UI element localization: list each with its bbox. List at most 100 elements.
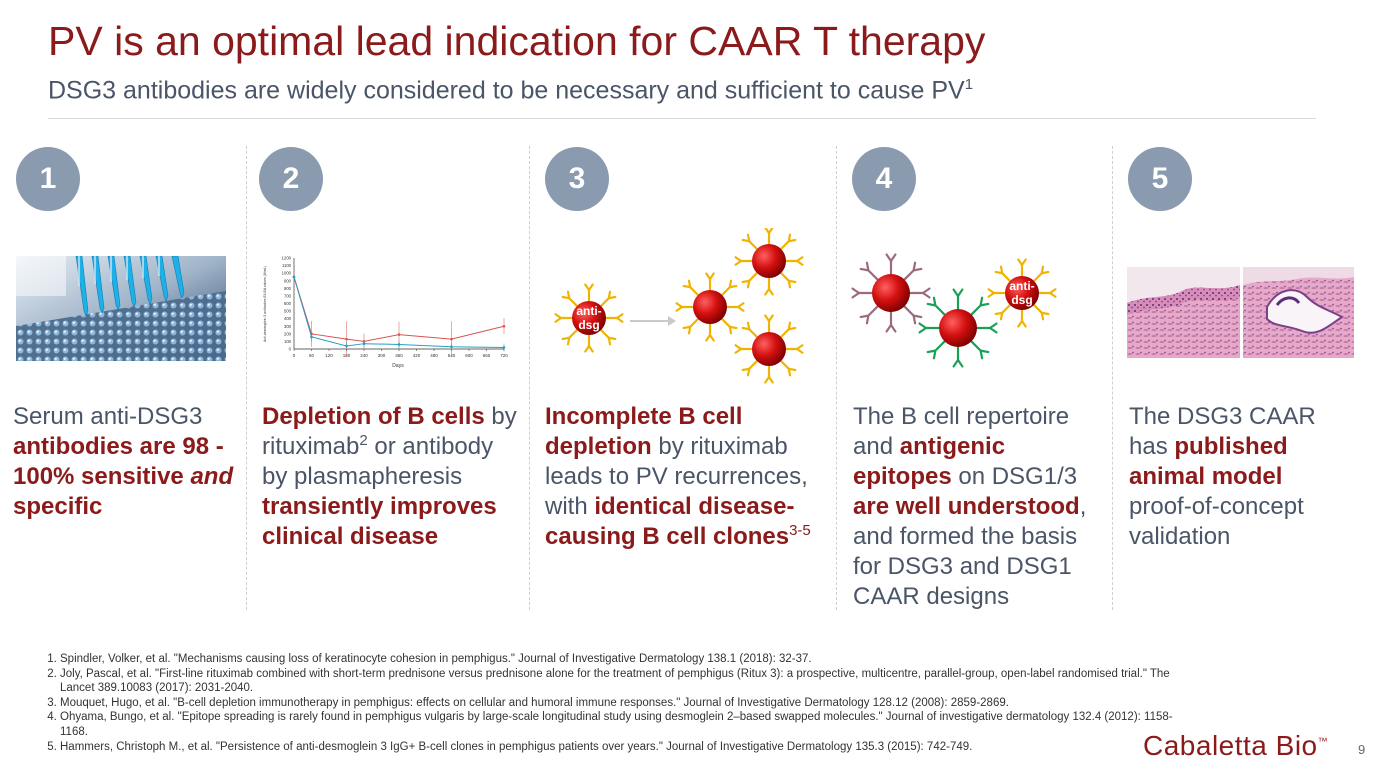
- column-4-text: The B cell repertoire and antigenic epit…: [853, 402, 1108, 612]
- arrow-head: [668, 316, 676, 326]
- col2-bold-2: transiently improves clinical disease: [262, 493, 497, 550]
- cell-label-line1: anti-: [576, 304, 601, 318]
- chart-y-tick-label: 800: [284, 286, 292, 291]
- chart-point: [397, 343, 401, 346]
- col5-bold-1: published animal model: [1129, 433, 1288, 490]
- col2-bold-1: Depletion of B cells: [262, 403, 485, 430]
- col2-footnote-ref: 2: [359, 432, 368, 449]
- b-cell-clone: [734, 314, 804, 384]
- references-list: Spindler, Volker, et al. "Mechanisms cau…: [30, 652, 1180, 754]
- step-number-2: 2: [259, 147, 323, 211]
- chart-x-tick-label: 300: [378, 353, 386, 358]
- column-1-text: Serum anti-DSG3 antibodies are 98 - 100%…: [13, 402, 238, 522]
- b-cell-clone: [675, 272, 745, 342]
- cell-label-line2: dsg: [578, 318, 599, 332]
- reference-item: Hammers, Christoph M., et al. "Persisten…: [60, 740, 1180, 755]
- chart-x-axis-label: Days: [392, 363, 404, 369]
- logo-trademark: ™: [1317, 736, 1329, 748]
- cabaletta-bio-logo: Cabaletta Bio™: [1143, 730, 1328, 762]
- col1-bold-2: specific: [13, 493, 103, 520]
- chart-x-tick-label: 720: [500, 353, 508, 358]
- logo-text: Cabaletta Bio: [1143, 730, 1318, 761]
- chart-y-tick-label: 500: [284, 309, 292, 314]
- col2-text-1: by rituximab: [262, 403, 517, 460]
- col4-text-1: The B cell repertoire and: [853, 403, 1070, 460]
- chart-point: [345, 344, 348, 348]
- column-2-text: Depletion of B cells by rituximab2 or an…: [262, 402, 524, 552]
- reference-item: Spindler, Volker, et al. "Mechanisms cau…: [60, 652, 1180, 667]
- b-cell-green-receptors: [918, 288, 998, 368]
- chart-y-tick-label: 200: [284, 331, 292, 336]
- col2-text-2: or antibody by plasmapheresis: [262, 433, 494, 490]
- reference-item: Mouquet, Hugo, et al. "B-cell depletion …: [60, 696, 1180, 711]
- header-divider: [48, 118, 1316, 119]
- chart-y-tick-label: 0: [289, 347, 292, 352]
- col4-bold-2: are well understood: [853, 493, 1080, 520]
- step-number-1: 1: [16, 147, 80, 211]
- page-number: 9: [1358, 742, 1366, 757]
- antibody-bound-b-cell: [554, 283, 624, 353]
- col4-text-3: , and formed the basis for DSG3 and DSG1…: [853, 493, 1087, 610]
- reference-item: Joly, Pascal, et al. "First-line rituxim…: [60, 667, 1180, 696]
- b-cell-clone: [734, 228, 804, 296]
- chart-y-tick-label: 900: [284, 278, 292, 283]
- page-title: PV is an optimal lead indication for CAA…: [48, 18, 986, 64]
- chart-y-axis-label: Anti-desmoglein 3 antibodies ELISA value…: [263, 266, 267, 342]
- col1-italic-1: and: [190, 463, 234, 490]
- col5-text-1: The DSG3 CAAR has: [1129, 403, 1316, 460]
- col3-footnote-ref: 3-5: [789, 522, 811, 539]
- cell-label-line2: dsg: [1011, 293, 1032, 307]
- step-number-3: 3: [545, 147, 609, 211]
- chart-y-tick-label: 1000: [282, 271, 292, 276]
- col3-text-1: by rituximab leads to PV recurrences, wi…: [545, 433, 808, 520]
- lab-pipette-plate-photo: [16, 256, 226, 361]
- chart-point: [397, 333, 401, 336]
- reference-item: Ohyama, Bungo, et al. "Epitope spreading…: [60, 710, 1180, 739]
- chart-point: [450, 345, 453, 349]
- col1-bold-1: antibodies are 98 - 100% sensitive: [13, 433, 224, 490]
- chart-x-tick-label: 0: [293, 353, 296, 358]
- column-divider: [1112, 146, 1113, 610]
- chart-point: [310, 335, 313, 339]
- chart-x-tick-label: 240: [360, 353, 368, 358]
- column-divider: [836, 146, 837, 610]
- chart-x-tick-label: 660: [483, 353, 491, 358]
- chart-point: [345, 337, 348, 341]
- chart-x-tick-label: 420: [413, 353, 421, 358]
- antibody-level-line-chart: 0100200300400500600700800900100011001200…: [263, 256, 508, 370]
- b-cell-antibody-diagram: anti- dsg: [554, 228, 804, 384]
- col3-bold-2: identical disease-causing B cell clones: [545, 493, 795, 550]
- chart-x-tick-label: 120: [325, 353, 333, 358]
- chart-point: [502, 324, 506, 328]
- subtitle-text: DSG3 antibodies are widely considered to…: [48, 76, 965, 105]
- chart-x-tick-label: 360: [395, 353, 403, 358]
- column-5-text: The DSG3 CAAR has published animal model…: [1129, 402, 1344, 552]
- subtitle-footnote-ref: 1: [964, 76, 974, 93]
- column-divider: [246, 146, 247, 610]
- chart-y-tick-label: 300: [284, 324, 292, 329]
- chart-x-tick-label: 60: [309, 353, 315, 358]
- col4-bold-1: antigenic epitopes: [853, 433, 1006, 490]
- col3-bold-1: Incomplete B cell depletion: [545, 403, 743, 460]
- histology-tissue-photo: [1127, 267, 1354, 358]
- page-subtitle: DSG3 antibodies are widely considered to…: [48, 76, 973, 105]
- chart-y-tick-label: 700: [284, 293, 292, 298]
- col4-text-2: on DSG1/3: [951, 463, 1078, 490]
- chart-y-tick-label: 600: [284, 301, 292, 306]
- chart-point: [502, 346, 506, 349]
- antibody-bound-b-cell: [987, 258, 1057, 328]
- col1-text-1: Serum anti-DSG3: [13, 403, 203, 430]
- chart-point: [362, 342, 366, 345]
- chart-x-tick-label: 480: [430, 353, 438, 358]
- chart-point: [450, 337, 453, 341]
- chart-y-tick-label: 1100: [282, 263, 292, 268]
- step-number-5: 5: [1128, 147, 1192, 211]
- col5-text-2: proof-of-concept validation: [1129, 493, 1304, 550]
- cell-label-line1: anti-: [1009, 279, 1034, 293]
- chart-y-tick-label: 100: [284, 339, 292, 344]
- chart-y-tick-label: 1200: [282, 256, 292, 261]
- column-divider: [529, 146, 530, 610]
- step-number-4: 4: [852, 147, 916, 211]
- chart-y-tick-label: 400: [284, 316, 292, 321]
- b-cell-mauve-receptors: [851, 253, 931, 333]
